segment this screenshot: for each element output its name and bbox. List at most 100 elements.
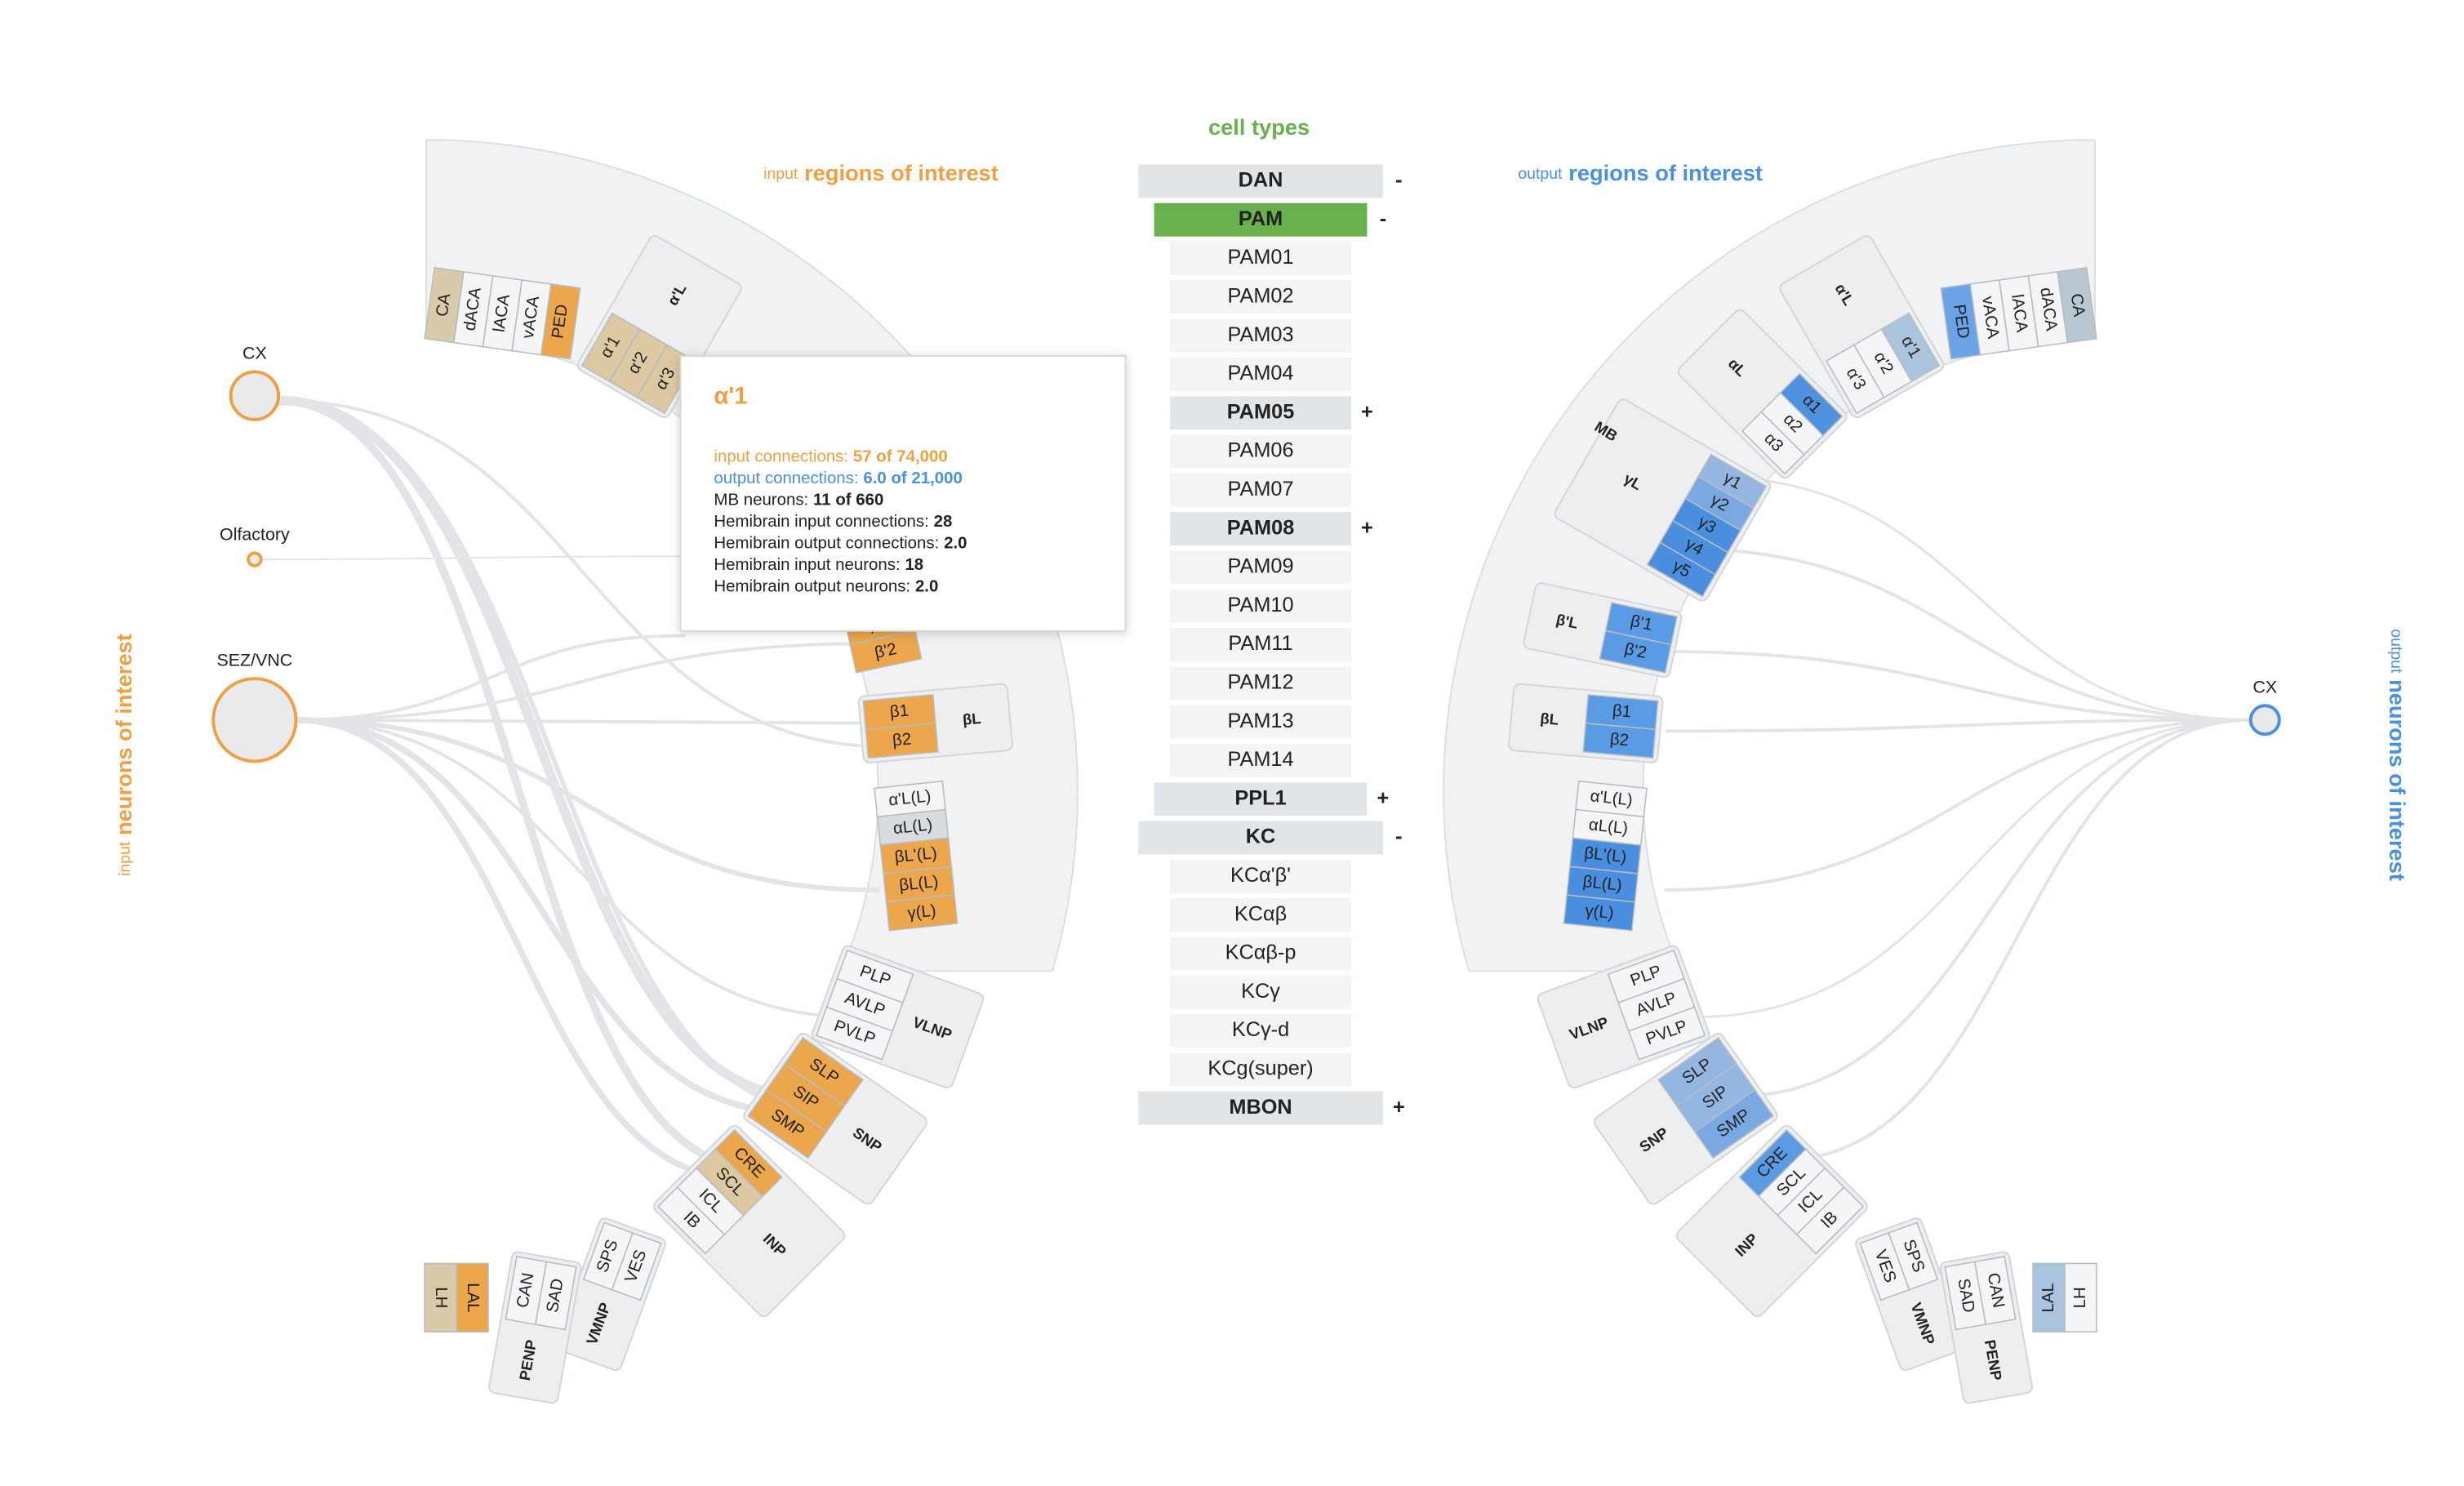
region-cell[interactable] <box>1563 894 1636 932</box>
cell-type-row[interactable] <box>1170 550 1351 585</box>
neuron-label: Olfactory <box>220 525 290 545</box>
cell-type-row[interactable] <box>1170 898 1351 932</box>
link <box>1732 718 2251 1099</box>
cell-type-row[interactable] <box>1170 473 1351 507</box>
input-neurons-title: input neurons of interest <box>111 634 136 876</box>
region-cell[interactable] <box>1646 541 1716 598</box>
region-cell[interactable] <box>424 1262 457 1333</box>
region-cell[interactable] <box>1859 1232 1910 1301</box>
cell-type-row[interactable] <box>1170 434 1351 469</box>
region-cell[interactable] <box>1627 1006 1706 1061</box>
tooltip-row-label: Hemibrain input connections: <box>714 513 928 531</box>
neuron-node[interactable] <box>229 370 281 421</box>
cell-type-row[interactable] <box>1170 975 1351 1009</box>
cell-type-row[interactable] <box>1170 280 1351 314</box>
link <box>294 634 686 722</box>
region-cell[interactable] <box>849 630 923 674</box>
cell-type-row[interactable] <box>1138 164 1383 198</box>
region-label: β1 <box>889 702 910 722</box>
region-cell[interactable] <box>1944 1261 1987 1331</box>
region-label: β'1 <box>1629 612 1654 634</box>
cell-type-label: PAM13 <box>1227 710 1293 732</box>
region-label: βL'(L) <box>1583 844 1627 866</box>
cell-type-row[interactable] <box>1154 782 1368 816</box>
cell-type-toggle[interactable]: + <box>1377 786 1390 809</box>
output-roi-prefix: output <box>1518 165 1563 183</box>
cell-type-row[interactable] <box>1170 318 1351 353</box>
cell-type-row[interactable] <box>1170 1052 1351 1087</box>
region-cell[interactable] <box>885 894 958 932</box>
cell-type-row[interactable] <box>1138 821 1383 855</box>
region-cell[interactable] <box>747 1088 828 1159</box>
cell-type-row[interactable] <box>1170 937 1351 971</box>
cell-types-title: cell types <box>1208 114 1310 140</box>
group-label: βL <box>1540 710 1559 728</box>
cell-type-row[interactable] <box>1170 589 1351 623</box>
cell-type-toggle[interactable]: + <box>1361 516 1373 539</box>
cell-type-row[interactable] <box>1170 628 1351 661</box>
cell-type-toggle[interactable]: + <box>1393 1096 1405 1119</box>
cell-type-row[interactable] <box>1170 1014 1351 1048</box>
tooltip-row: Hemibrain output neurons: 2.0 <box>714 578 938 596</box>
region-cell[interactable] <box>1741 411 1805 475</box>
region-cell[interactable] <box>1582 723 1657 759</box>
region-cell[interactable] <box>1940 283 1981 360</box>
region-cell[interactable] <box>1826 344 1885 415</box>
neuron-node[interactable] <box>2248 704 2281 736</box>
cell-type-toggle[interactable]: - <box>1380 207 1386 230</box>
region-cell[interactable] <box>534 1261 577 1331</box>
cell-type-row[interactable] <box>1170 357 1351 391</box>
region-cell[interactable] <box>1693 1088 1774 1159</box>
tooltip-row-label: Hemibrain output connections: <box>714 535 939 553</box>
cell-type-label: MBON <box>1229 1096 1292 1119</box>
region-cell[interactable] <box>611 1232 662 1301</box>
cell-type-row[interactable] <box>1170 242 1351 275</box>
cell-type-row[interactable] <box>1170 705 1351 739</box>
tooltip-box <box>679 355 1127 632</box>
tooltip-row-label: Hemibrain output neurons: <box>714 578 910 596</box>
cell-type-row[interactable] <box>1138 1091 1383 1125</box>
region-cell[interactable] <box>865 723 939 759</box>
region-label: α'L(L) <box>887 787 932 809</box>
cell-type-label: DAN <box>1239 169 1283 192</box>
neuron-node[interactable] <box>247 551 263 567</box>
cell-type-row[interactable] <box>1170 743 1351 777</box>
region-label: LH <box>432 1287 450 1308</box>
cell-type-label: PAM05 <box>1227 400 1294 423</box>
cell-type-row[interactable] <box>1170 859 1351 893</box>
cell-type-row[interactable] <box>1170 512 1351 546</box>
cell-type-toggle[interactable]: - <box>1395 169 1402 192</box>
cell-type-toggle[interactable]: + <box>1361 400 1373 423</box>
output-neurons-prefix: output <box>2387 629 2405 674</box>
link <box>253 555 685 561</box>
region-cell[interactable] <box>657 1186 726 1255</box>
tooltip-row-value: 18 <box>905 556 923 574</box>
group-label: βL <box>962 710 981 728</box>
cell-type-label: PAM06 <box>1227 439 1293 462</box>
region-label: αL(L) <box>892 816 933 838</box>
link <box>292 716 798 1116</box>
region-cell[interactable] <box>1795 1186 1865 1255</box>
cell-type-list: DAN - PAM - PAM01 PAM02 PAM03 PAM04 PAM05 + PAM06 P… <box>1138 164 1405 1125</box>
region-label: γ(L) <box>906 902 936 923</box>
tooltip-row-label: Hemibrain input neurons: <box>714 556 900 574</box>
region-cell[interactable] <box>815 1006 894 1061</box>
neuron-node[interactable] <box>211 677 298 763</box>
cell-type-row[interactable] <box>1170 396 1351 430</box>
tooltip: α'1 input connections: 57 of 74,000 output… <box>679 355 1127 632</box>
cell-type-row[interactable] <box>1154 202 1368 237</box>
region-group: α'L(L) αL(L) βL'(L) βL(L) γ(L) <box>1563 780 1648 932</box>
cell-type-row[interactable] <box>1170 666 1351 701</box>
region-cell[interactable] <box>540 283 581 360</box>
cell-type-label: PAM10 <box>1227 594 1293 616</box>
region-group: LAL LH <box>2032 1262 2097 1333</box>
cell-type-toggle[interactable]: - <box>1395 825 1402 848</box>
region-cell[interactable] <box>1599 630 1672 674</box>
link <box>1692 719 2251 1019</box>
region-cell[interactable] <box>2064 1262 2097 1333</box>
output-neurons-title: output neurons of interest <box>2385 629 2410 881</box>
